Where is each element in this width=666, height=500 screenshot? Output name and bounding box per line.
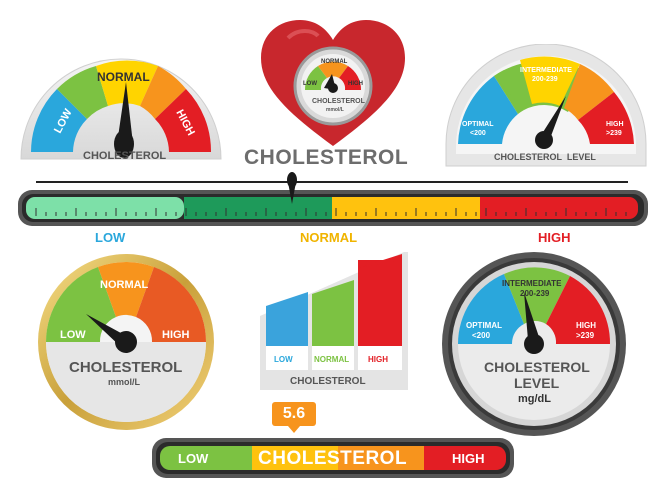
gauge3-optimal-label: OPTIMAL xyxy=(462,121,494,128)
gauge1-title: CHOLESTEROL xyxy=(83,150,166,162)
bottom-bar-low-label: LOW xyxy=(178,451,209,466)
cholesterol-bars-graphic: LOW NORMAL HIGH CHOLESTEROL xyxy=(260,252,408,390)
heart-normal-label: NORMAL xyxy=(321,59,348,65)
gauge4-unit: mmol/L xyxy=(108,377,141,387)
gauge3-intermediate-range: 200-239 xyxy=(532,76,558,83)
heart-low-label: LOW xyxy=(303,81,317,87)
gauge4-needle xyxy=(86,314,137,353)
gauge5-high-range: >239 xyxy=(576,331,595,340)
value-bubble-pointer xyxy=(288,426,300,433)
cholesterol-round-gauge-mmol: LOW NORMAL HIGH CHOLESTEROL mmol/L xyxy=(38,254,214,430)
scale-low-label: LOW xyxy=(95,230,126,245)
gauge5-unit: mg/dL xyxy=(518,393,551,405)
heart-cholesterol-gauge: LOW NORMAL HIGH CHOLESTEROL mmol/L xyxy=(261,20,405,146)
cholesterol-level-gauge-top: OPTIMAL <200 INTERMEDIATE 200-239 HIGH >… xyxy=(445,44,647,167)
heart-high-label: HIGH xyxy=(348,81,363,87)
bars-low-label: LOW xyxy=(274,355,293,364)
gauge4-high-label: HIGH xyxy=(162,329,190,341)
bottom-bar-orange xyxy=(338,446,424,470)
gauge4-normal-label: NORMAL xyxy=(100,279,149,291)
main-title: CHOLESTEROL xyxy=(244,146,409,169)
bars-title: CHOLESTEROL xyxy=(290,376,366,387)
cholesterol-gauge-semicircle: LOW NORMAL HIGH CHOLESTEROL xyxy=(20,58,222,162)
gauge4-low-label: LOW xyxy=(60,329,86,341)
bars-normal-label: NORMAL xyxy=(314,355,349,364)
gauge5-intermediate-label: INTERMEDIATE xyxy=(502,279,562,288)
gauge5-high-label: HIGH xyxy=(576,321,596,330)
bottom-bar-center-label: CHOLESTEROL xyxy=(258,448,408,469)
bars-high-label: HIGH xyxy=(368,355,388,364)
bottom-bar-yellow xyxy=(252,446,338,470)
gauge5-intermediate-range: 200-239 xyxy=(520,289,550,298)
bottom-bar-red xyxy=(424,446,506,470)
gauge1-normal-label: NORMAL xyxy=(97,70,150,84)
gauge3-needle xyxy=(535,96,566,149)
gauge3-optimal-range: <200 xyxy=(470,130,486,137)
scale-normal-label: NORMAL xyxy=(300,230,358,245)
gauge5-title-line1: CHOLESTEROL xyxy=(484,359,590,375)
cholesterol-scale-bar xyxy=(18,172,648,226)
gauge3-high-range: >239 xyxy=(606,130,622,137)
cholesterol-round-gauge-mgdl: OPTIMAL <200 INTERMEDIATE 200-239 HIGH >… xyxy=(442,252,626,436)
gauge5-title-line2: LEVEL xyxy=(514,375,560,391)
gauge3-high-label: HIGH xyxy=(606,121,624,128)
value-bubble: 5.6 xyxy=(272,402,316,426)
gauge3-intermediate-label: INTERMEDIATE xyxy=(520,67,572,74)
gauge1-needle xyxy=(114,82,134,158)
gauge3-title: CHOLESTEROL LEVEL xyxy=(494,152,596,162)
gauge4-title: CHOLESTEROL xyxy=(69,359,182,376)
heart-gauge-title: CHOLESTEROL xyxy=(312,98,366,105)
bottom-bar-green xyxy=(160,446,252,470)
scale-marker xyxy=(287,172,297,204)
gauge5-optimal-range: <200 xyxy=(472,331,491,340)
bottom-bar-high-label: HIGH xyxy=(452,451,485,466)
gauge5-optimal-label: OPTIMAL xyxy=(466,321,502,330)
scale-high-label: HIGH xyxy=(538,230,571,245)
heart-gauge-unit: mmol/L xyxy=(326,107,344,113)
gauge5-needle xyxy=(524,292,544,354)
value-text: 5.6 xyxy=(282,405,306,422)
